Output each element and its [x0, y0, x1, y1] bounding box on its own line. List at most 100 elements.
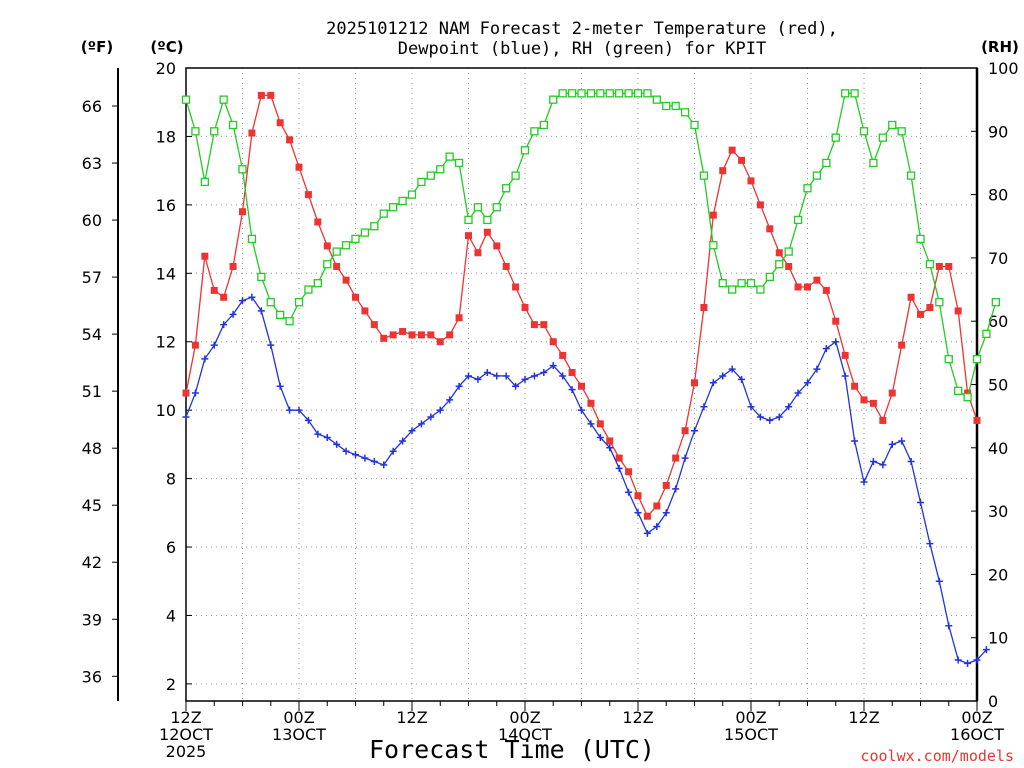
dewpoint-point — [512, 382, 520, 390]
dewpoint-point — [417, 420, 425, 428]
dewpoint-point — [926, 540, 934, 548]
rh-point — [812, 171, 822, 180]
dewpoint-point — [954, 656, 962, 664]
temp-point — [747, 177, 755, 185]
dewpoint-point — [888, 440, 896, 448]
temp-point — [333, 262, 341, 270]
temp-point — [248, 129, 256, 137]
temp-point — [408, 331, 416, 339]
temp-point — [304, 191, 312, 199]
dewpoint-point — [276, 382, 284, 390]
dewpoint-point — [361, 454, 369, 462]
dewpoint-point — [229, 310, 237, 318]
rh-point — [746, 279, 756, 288]
rh-point — [972, 355, 982, 364]
rh-point — [954, 386, 963, 395]
celsius-tick-label: 10 — [156, 401, 176, 420]
temp-point — [841, 351, 849, 359]
dewpoint-point — [822, 345, 830, 353]
series-layer — [181, 89, 1000, 667]
rh-point — [530, 127, 539, 136]
celsius-tick-label: 6 — [166, 538, 176, 557]
dewpoint-point — [728, 365, 736, 373]
dewpoint-point — [352, 451, 359, 459]
temp-point — [691, 379, 698, 387]
fahrenheit-tick-label: 63 — [82, 154, 102, 173]
temp-point — [342, 276, 350, 284]
rh-point — [473, 203, 483, 212]
rh-point — [652, 95, 661, 104]
celsius-tick-label: 12 — [156, 333, 176, 352]
dewpoint-point — [879, 461, 887, 469]
dewpoint-point — [982, 646, 990, 654]
dewpoint-point — [248, 293, 256, 301]
rh-point — [586, 89, 596, 98]
rh-point — [426, 171, 435, 180]
x-tick-label: 12Z — [848, 708, 879, 727]
dewpoint-point — [201, 355, 209, 363]
dewpoint-point — [917, 499, 924, 507]
dewpoint-point — [869, 457, 877, 465]
temp-point — [314, 218, 322, 226]
rh-point — [360, 228, 370, 237]
x-tick-label: 16OCT — [950, 725, 1004, 744]
rh-point — [558, 89, 567, 98]
temp-point — [540, 321, 548, 329]
rh-point — [539, 120, 548, 130]
dewpoint-point — [681, 454, 689, 462]
rh-point — [775, 260, 784, 269]
dewpoint-point — [634, 509, 642, 517]
rh-point — [841, 89, 850, 98]
rh-point — [247, 234, 257, 244]
rh-point — [520, 146, 530, 155]
dewpoint-point — [851, 437, 859, 445]
temp-point — [417, 331, 425, 339]
rh-point — [633, 89, 643, 98]
rh-point — [370, 222, 379, 231]
dewpoint-point — [964, 659, 972, 667]
celsius-tick-label: 16 — [156, 196, 176, 215]
dewpoint-point — [239, 297, 246, 305]
temp-point — [436, 338, 444, 346]
dewpoint-point — [775, 413, 783, 421]
temp-point — [267, 91, 275, 99]
dewpoint-point — [399, 437, 407, 445]
temp-point — [822, 286, 830, 294]
rh-point — [238, 165, 247, 174]
dewpoint-point — [672, 485, 680, 493]
rh-point — [454, 158, 464, 168]
fahrenheit-tick-label: 45 — [82, 496, 102, 515]
rh-point — [210, 127, 219, 136]
temp-point — [606, 437, 614, 445]
rh-point — [398, 196, 407, 206]
rh-point — [803, 184, 812, 193]
temp-point — [493, 242, 501, 250]
rh-tick-label: 80 — [988, 186, 1008, 205]
temp-point — [549, 338, 557, 346]
temp-point — [785, 262, 793, 270]
rh-point — [276, 310, 285, 320]
dewpoint-point — [813, 365, 821, 373]
temp-point — [399, 327, 407, 335]
temp-point — [389, 331, 397, 339]
rh-point — [982, 329, 991, 339]
rh-tick-label: 70 — [988, 249, 1008, 268]
temp-point — [210, 286, 218, 294]
temp-point — [474, 249, 482, 257]
rh-point — [850, 89, 859, 98]
temp-point — [775, 249, 783, 257]
temp-point — [578, 382, 585, 390]
dewpoint-point — [709, 379, 717, 387]
temp-point — [898, 341, 906, 349]
rh-point — [549, 95, 558, 104]
rh-tick-label: 20 — [988, 565, 1008, 584]
temp-point — [361, 307, 369, 315]
dewpoint-point — [756, 413, 764, 421]
rh-tick-label: 10 — [988, 629, 1008, 648]
celsius-unit-label: (ºC) — [150, 38, 183, 56]
rh-point — [181, 95, 191, 104]
dewpoint-point — [182, 413, 190, 421]
dewpoint-point — [474, 375, 482, 383]
temp-point — [860, 396, 868, 404]
rh-point — [313, 279, 322, 288]
